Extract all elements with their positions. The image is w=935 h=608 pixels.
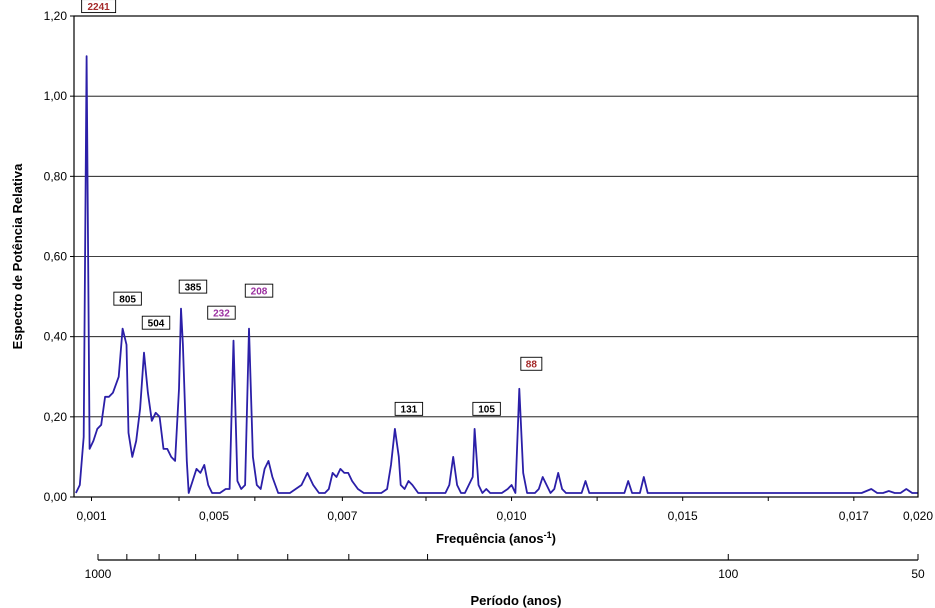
y-tick-label: 0,20 bbox=[44, 410, 68, 424]
period-axis: 1000 100 50 bbox=[85, 554, 925, 581]
peak-label-box bbox=[244, 283, 274, 298]
peak-label-805: 805 bbox=[113, 291, 142, 306]
peak-label-text: 131 bbox=[401, 405, 418, 416]
peak-label-box bbox=[207, 305, 236, 320]
peak-label-box bbox=[394, 401, 424, 416]
peak-label-box bbox=[113, 291, 142, 306]
x-tick-label: 0,017 bbox=[839, 509, 869, 523]
series-layer bbox=[75, 55, 918, 494]
peak-label-208: 208 bbox=[244, 283, 274, 298]
y-tick-label: 0,80 bbox=[44, 169, 68, 183]
peak-label-box bbox=[520, 356, 543, 371]
y-tick-label: 1,00 bbox=[44, 89, 68, 103]
peak-label-88: 88 bbox=[520, 356, 543, 371]
period-axis-title: Período (anos) bbox=[470, 593, 561, 608]
period-tick-label: 50 bbox=[911, 567, 925, 581]
peak-label-232: 232 bbox=[207, 305, 236, 320]
peak-label-box bbox=[178, 279, 208, 294]
peak-labels: 2241 805 504 385 232 208 131 105 88 bbox=[81, 0, 543, 416]
peak-label-385: 385 bbox=[178, 279, 208, 294]
x-axis-title: Frequência (anos-1) bbox=[436, 530, 556, 546]
x-tick-label: 0,005 bbox=[199, 509, 229, 523]
x-tick-label: 0,020 bbox=[903, 509, 933, 523]
series-line-0 bbox=[75, 55, 918, 494]
period-tick-label: 100 bbox=[718, 567, 738, 581]
x-tick-label: 0,010 bbox=[497, 509, 527, 523]
peak-label-text: 385 bbox=[185, 282, 202, 293]
y-axis-ticks: 0,00 0,20 0,40 0,60 0,80 1,00 1,20 bbox=[44, 9, 74, 504]
x-tick-label: 0,001 bbox=[76, 509, 106, 523]
peak-label-2241: 2241 bbox=[81, 0, 117, 14]
x-axis-ticks: 0,001 0,005 0,007 0,010 0,015 0,017 0,020 bbox=[76, 497, 933, 523]
peak-label-box bbox=[472, 401, 501, 416]
peak-label-text: 2241 bbox=[88, 2, 111, 13]
peak-label-504: 504 bbox=[141, 315, 171, 330]
peak-label-text: 88 bbox=[526, 360, 538, 371]
peak-label-text: 504 bbox=[148, 319, 165, 330]
peak-label-105: 105 bbox=[472, 401, 501, 416]
y-tick-label: 0,00 bbox=[44, 490, 68, 504]
grid-lines bbox=[74, 95, 918, 418]
y-tick-label: 0,60 bbox=[44, 250, 68, 264]
peak-label-box bbox=[81, 0, 117, 14]
peak-label-text: 232 bbox=[213, 308, 230, 319]
peak-label-text: 105 bbox=[478, 405, 495, 416]
y-axis-title: Espectro de Potência Relativa bbox=[10, 163, 25, 349]
y-tick-label: 1,20 bbox=[44, 9, 68, 23]
period-tick-label: 1000 bbox=[85, 567, 112, 581]
x-tick-label: 0,007 bbox=[327, 509, 357, 523]
peak-label-box bbox=[141, 315, 171, 330]
peak-label-131: 131 bbox=[394, 401, 424, 416]
y-tick-label: 0,40 bbox=[44, 330, 68, 344]
x-tick-label: 0,015 bbox=[668, 509, 698, 523]
peak-label-text: 208 bbox=[251, 286, 268, 297]
peak-label-text: 805 bbox=[119, 294, 136, 305]
